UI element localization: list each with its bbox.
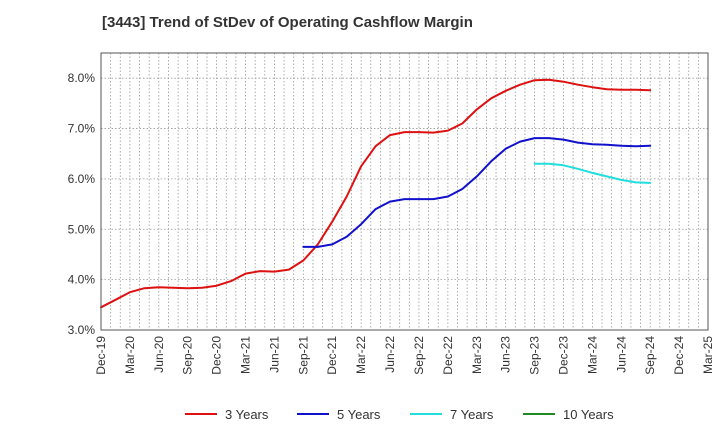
plot-frame — [100, 52, 709, 331]
x-tick-label: Sep-24 — [643, 336, 657, 375]
x-tick-label: Dec-20 — [210, 336, 224, 375]
y-tick-label: 6.0% — [68, 172, 96, 186]
x-tick-label: Dec-22 — [441, 336, 455, 375]
y-tick-label: 3.0% — [68, 323, 96, 337]
x-tick-label: Mar-22 — [354, 336, 368, 374]
x-tick-label: Mar-23 — [470, 336, 484, 374]
y-tick-label: 8.0% — [68, 71, 96, 85]
x-tick-label: Mar-20 — [123, 336, 137, 374]
x-tick-label: Sep-22 — [412, 336, 426, 375]
x-tick-label: Jun-21 — [267, 336, 281, 373]
x-tick-label: Sep-21 — [296, 336, 310, 375]
x-tick-label: Mar-24 — [585, 336, 599, 374]
y-tick-label: 4.0% — [68, 273, 96, 287]
x-tick-label: Sep-20 — [181, 336, 195, 375]
x-tick-label: Dec-24 — [672, 336, 686, 375]
x-tick-label: Jun-20 — [152, 336, 166, 373]
chart-title: [3443] Trend of StDev of Operating Cashf… — [102, 14, 473, 31]
x-tick-label: Jun-22 — [383, 336, 397, 373]
y-tick-label: 5.0% — [68, 222, 96, 236]
x-tick-label: Jun-23 — [499, 336, 513, 373]
x-tick-label: Sep-23 — [528, 336, 542, 375]
x-tick-label: Dec-23 — [556, 336, 570, 375]
legend-label-3-years: 3 Years — [225, 407, 269, 422]
plot-area — [101, 53, 708, 330]
x-tick-label: Mar-25 — [701, 336, 715, 374]
legend-label-7-years: 7 Years — [450, 407, 494, 422]
x-tick-label: Jun-24 — [614, 336, 628, 373]
x-tick-label: Dec-19 — [94, 336, 108, 375]
x-tick-label: Mar-21 — [239, 336, 253, 374]
series-line-5-years — [302, 137, 652, 248]
legend-label-5-years: 5 Years — [337, 407, 381, 422]
series-line-7-years — [533, 162, 652, 184]
y-tick-label: 7.0% — [68, 122, 96, 136]
legend-label-10-years: 10 Years — [563, 407, 614, 422]
x-tick-label: Dec-21 — [325, 336, 339, 375]
series-line-3-years — [100, 78, 652, 309]
